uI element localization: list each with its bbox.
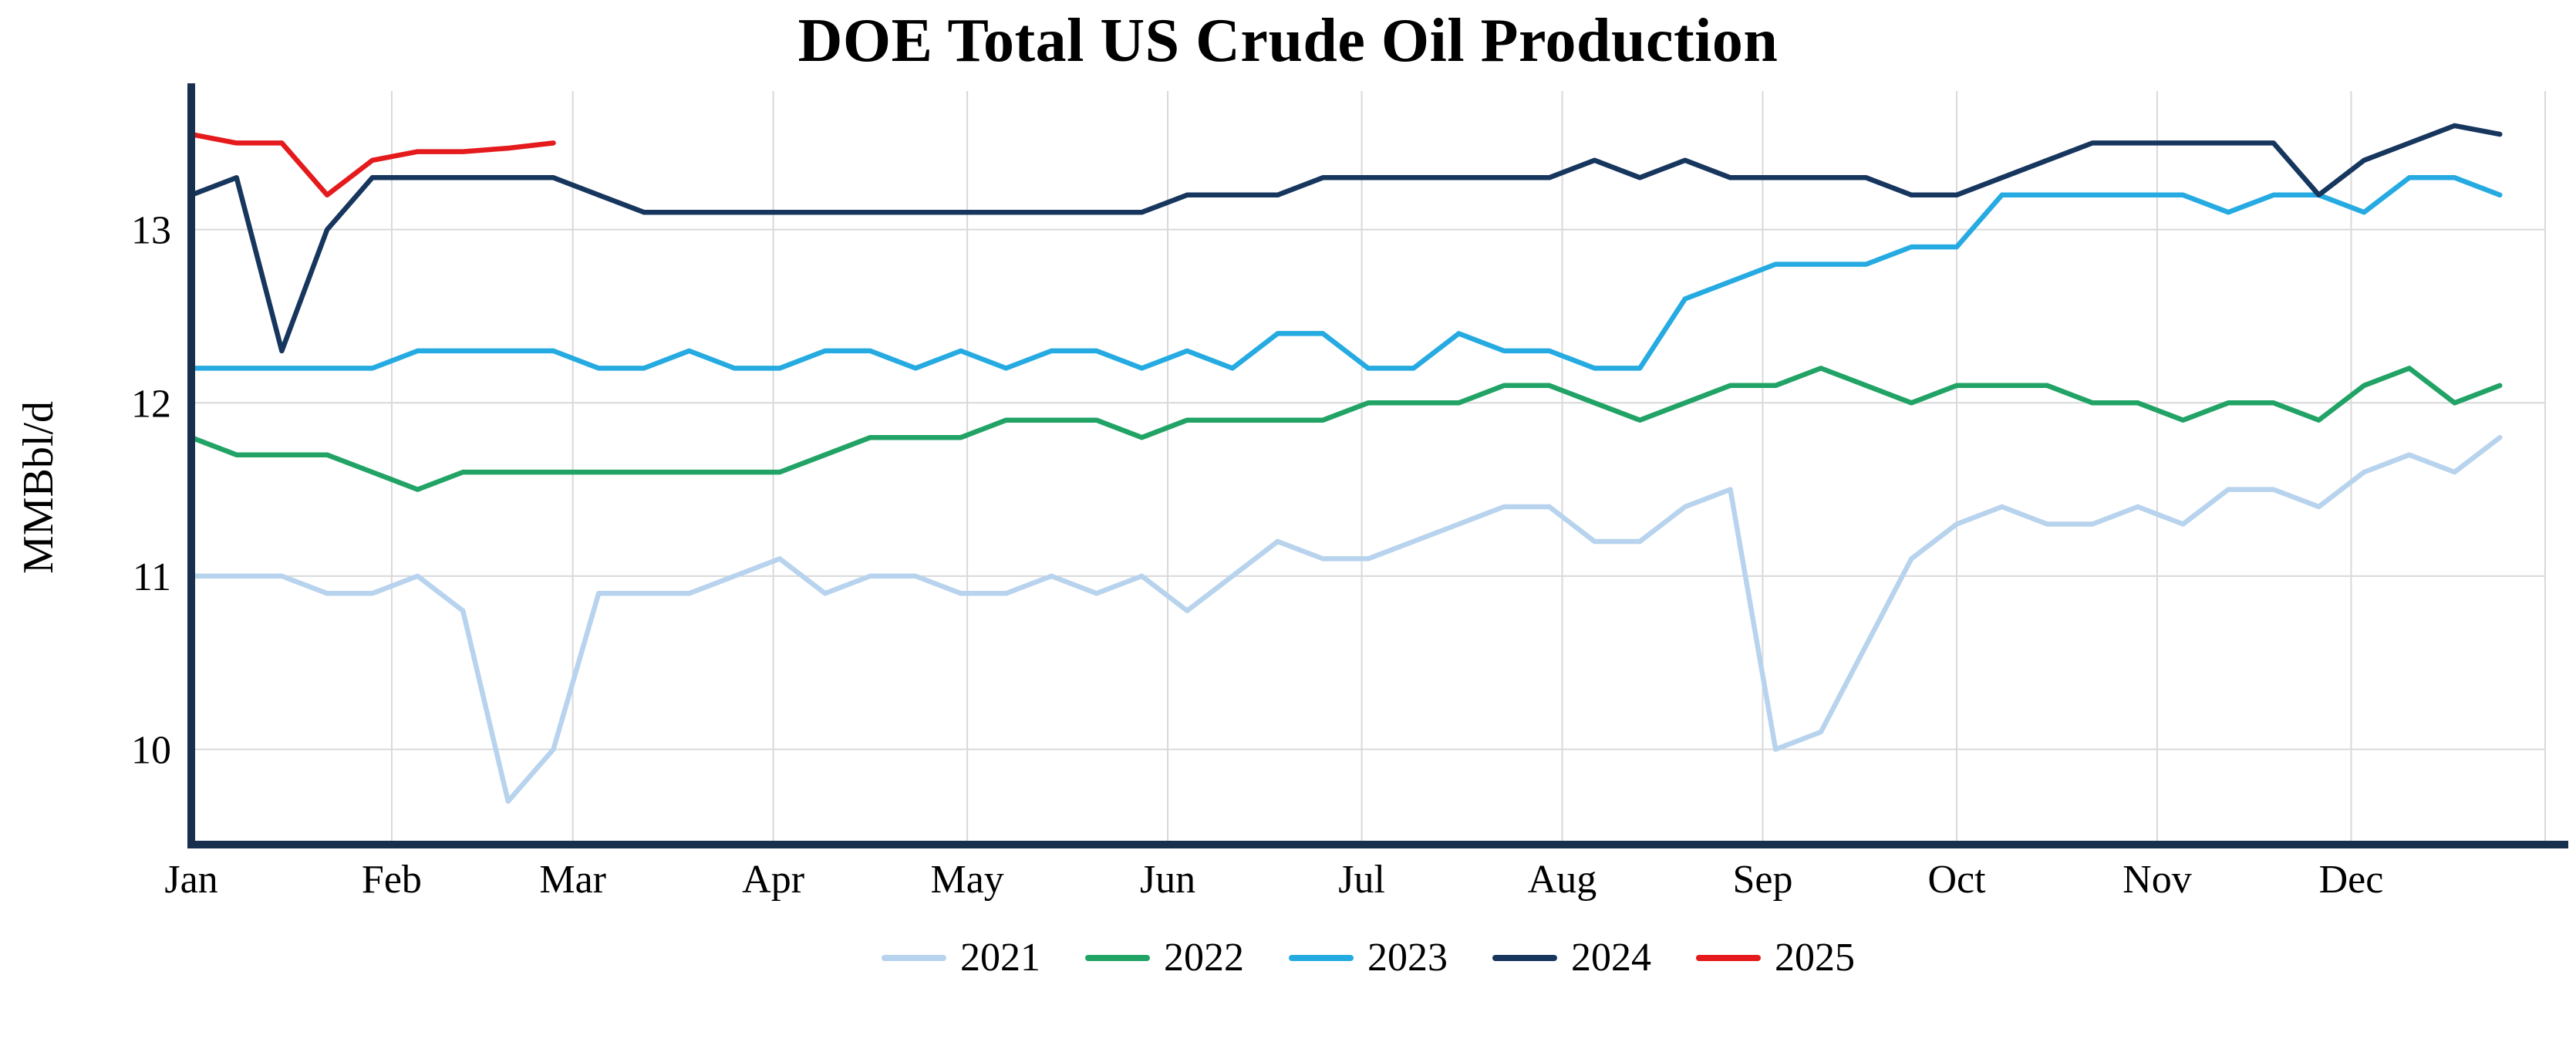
y-tick-label-10: 10 <box>131 728 171 772</box>
x-tick-label-Sep: Sep <box>1732 858 1792 902</box>
chart-legend: 2021 2022 2023 2024 2025 <box>191 935 2545 980</box>
legend-label-2024: 2024 <box>1571 936 1651 980</box>
legend-swatch-2025 <box>1696 954 1761 961</box>
x-tick-label-Nov: Nov <box>2123 858 2192 902</box>
legend-swatch-2023 <box>1289 954 1354 961</box>
x-tick-label-Dec: Dec <box>2319 858 2384 902</box>
series-line-2025 <box>188 131 556 198</box>
legend-item-2022: 2022 <box>1085 935 1244 980</box>
y-tick-label-12: 12 <box>131 382 171 426</box>
legend-label-2023: 2023 <box>1367 936 1448 980</box>
x-tick-label-Feb: Feb <box>362 858 422 902</box>
legend-item-2024: 2024 <box>1492 935 1651 980</box>
x-tick-label-May: May <box>930 858 1003 902</box>
legend-swatch-2022 <box>1085 954 1150 961</box>
legend-label-2021: 2021 <box>960 936 1040 980</box>
legend-item-2023: 2023 <box>1289 935 1448 980</box>
legend-label-2022: 2022 <box>1164 936 1244 980</box>
series-line-2024 <box>188 123 2503 354</box>
x-tick-label-Jan: Jan <box>164 858 217 902</box>
legend-item-2021: 2021 <box>882 935 1040 980</box>
legend-item-2025: 2025 <box>1696 935 1855 980</box>
y-tick-label-13: 13 <box>131 209 171 253</box>
y-tick-label-11: 11 <box>133 555 171 599</box>
x-tick-label-Apr: Apr <box>742 858 804 902</box>
legend-label-2025: 2025 <box>1775 936 1855 980</box>
chart-title: DOE Total US Crude Oil Production <box>797 7 1779 75</box>
x-tick-label-Jun: Jun <box>1140 858 1195 902</box>
x-tick-label-Jul: Jul <box>1338 858 1385 902</box>
series-line-2021 <box>188 434 2503 804</box>
series-line-2023 <box>188 175 2503 371</box>
series-line-2022 <box>188 366 2503 492</box>
legend-swatch-2024 <box>1492 954 1557 961</box>
x-tick-label-Oct: Oct <box>1927 858 1986 902</box>
x-tick-label-Mar: Mar <box>539 858 606 902</box>
legend-swatch-2021 <box>882 954 946 961</box>
x-tick-label-Aug: Aug <box>1528 858 1597 902</box>
